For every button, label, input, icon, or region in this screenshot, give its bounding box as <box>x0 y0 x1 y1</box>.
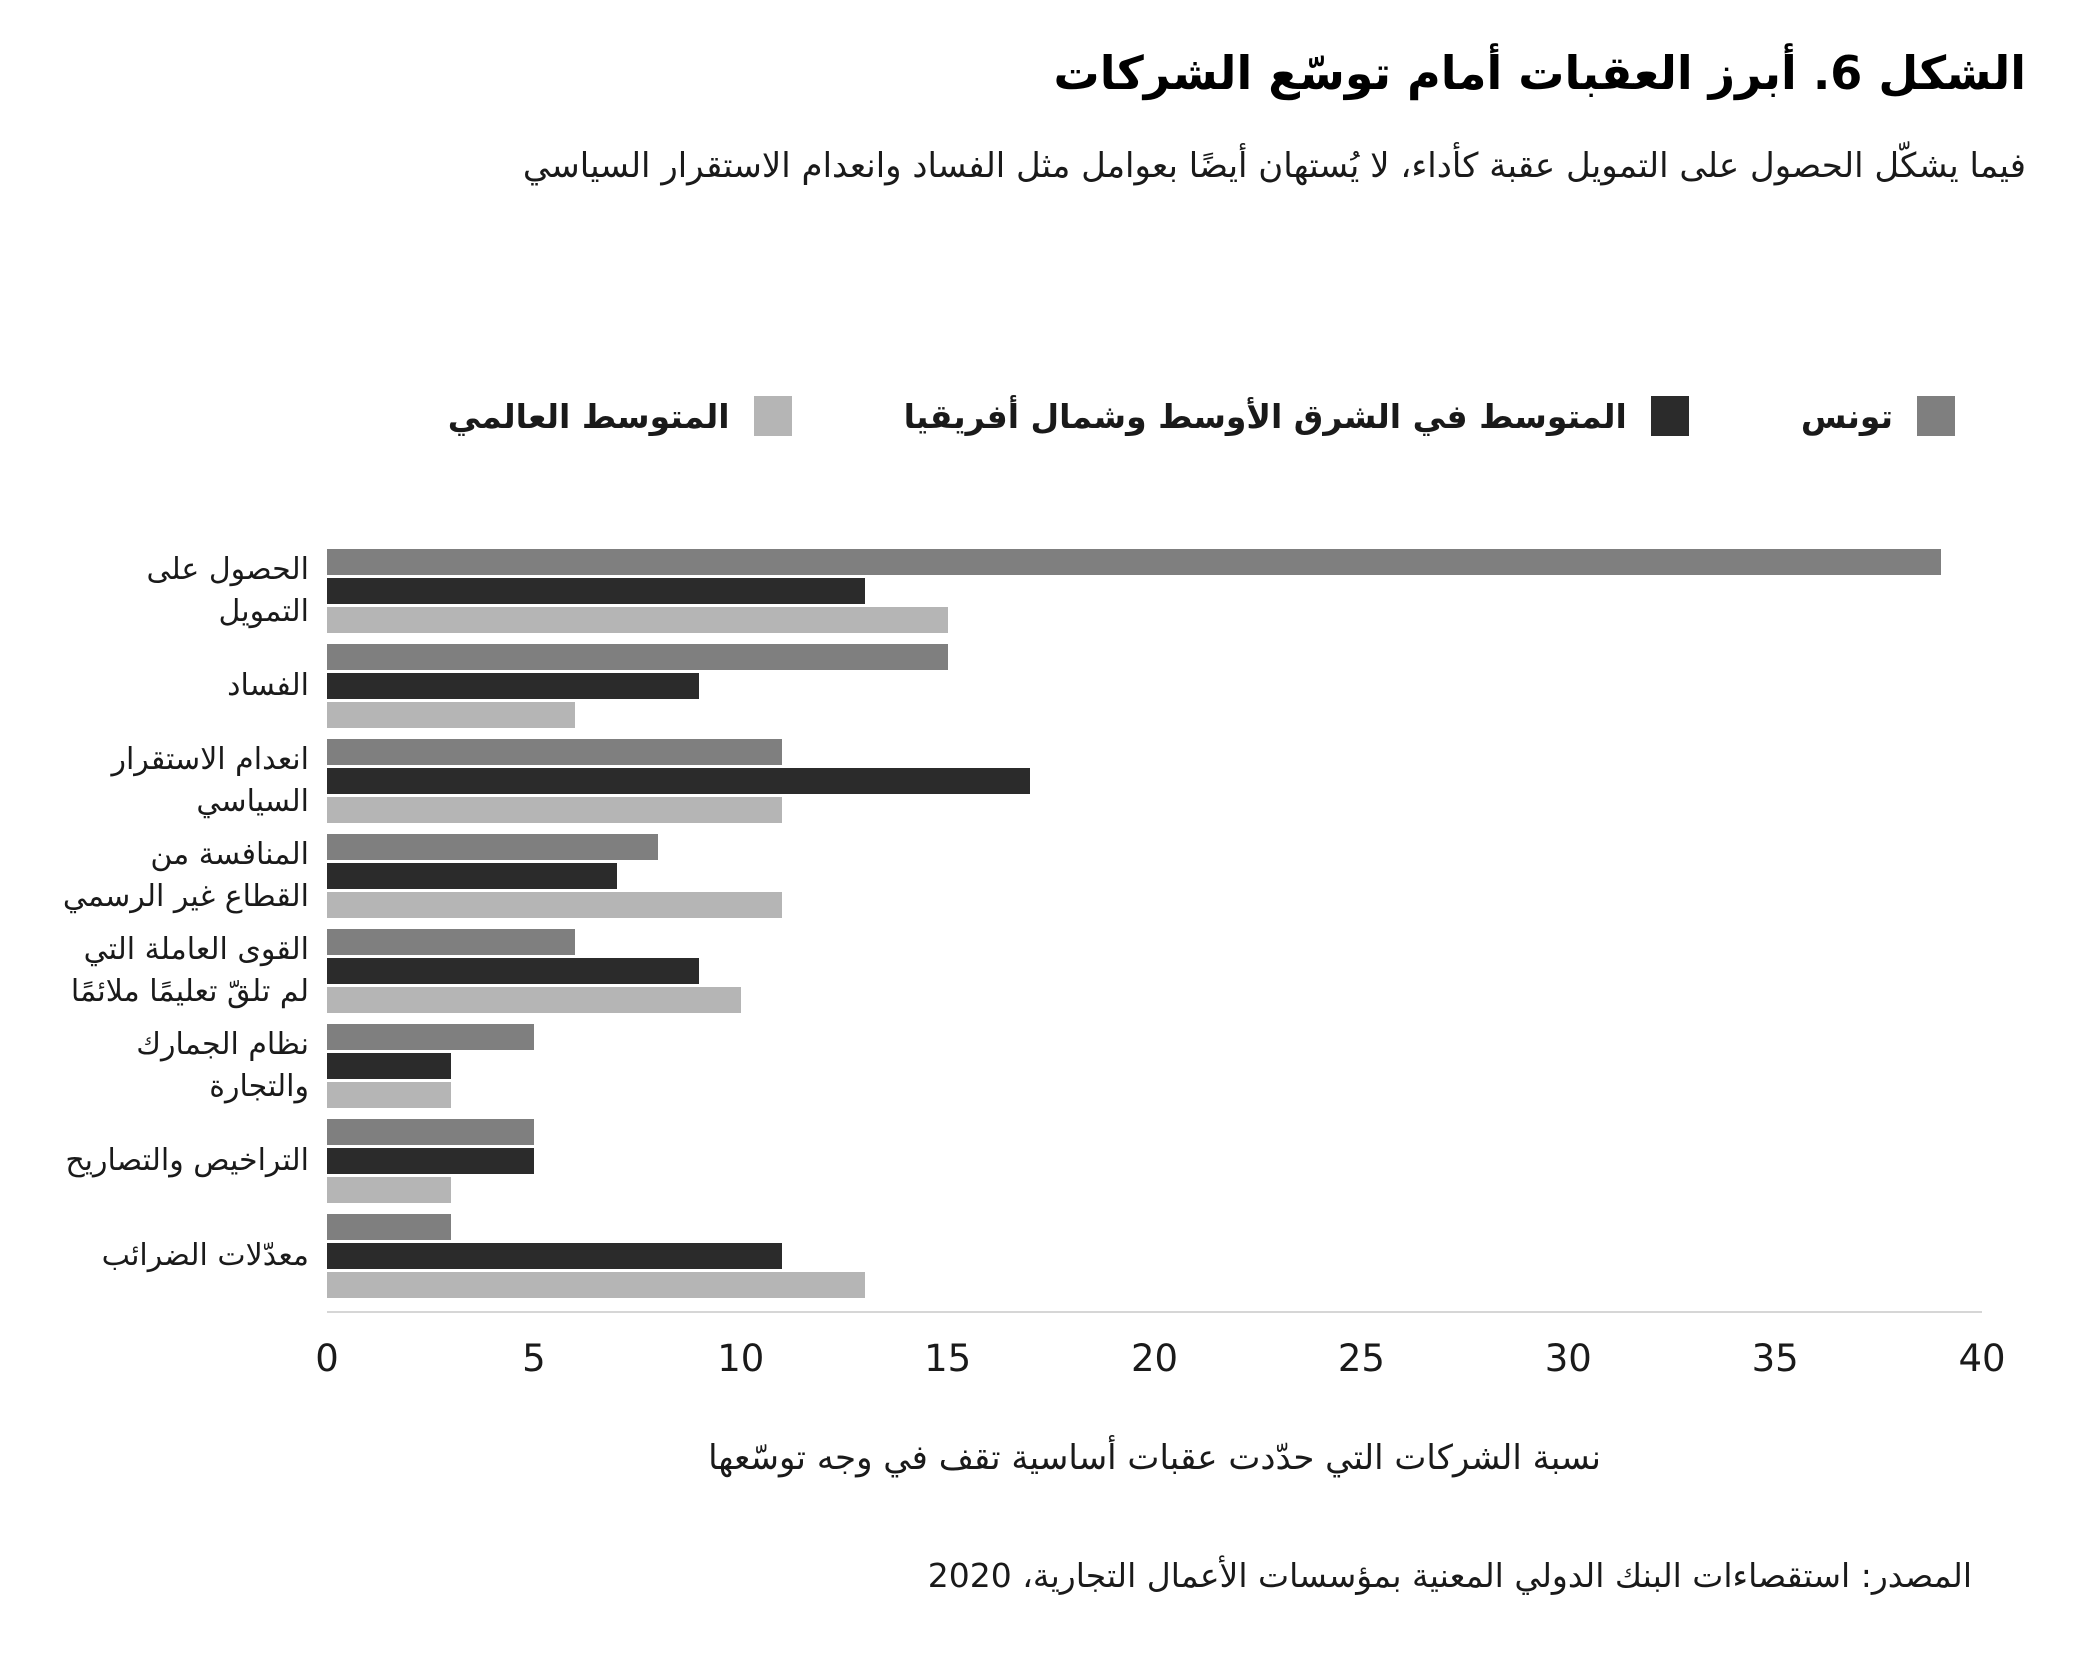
legend-item: تونس <box>1801 396 1955 436</box>
category-bars <box>327 644 1982 728</box>
x-axis-tick-label: 30 <box>1544 1337 1592 1380</box>
category-bars <box>327 739 1982 823</box>
category-label: الفساد <box>227 668 309 703</box>
bar-group: نظام الجمارك والتجارة <box>58 1024 2020 1108</box>
category-bars <box>327 929 1982 1013</box>
bar-tunisia <box>327 1024 534 1050</box>
category-label: معدّلات الضرائب <box>101 1238 309 1273</box>
legend-swatch-icon <box>753 396 792 436</box>
bar-mena-average <box>327 1148 534 1174</box>
category-label: القوى العاملة التي لم تلقّ تعليمًا ملائم… <box>70 932 309 1009</box>
legend-label: المتوسط في الشرق الأوسط وشمال أفريقيا <box>903 396 1627 436</box>
figure-source: المصدر: استقصاءات البنك الدولي المعنية ب… <box>927 1556 1972 1595</box>
category-bars <box>327 549 1982 633</box>
bar-mena-average <box>327 1053 452 1079</box>
bar-world-average <box>327 1272 865 1298</box>
bar-mena-average <box>327 958 700 984</box>
bar-world-average <box>327 702 576 728</box>
bar-group: التراخيص والتصاريح <box>58 1119 2020 1203</box>
bar-world-average <box>327 987 741 1013</box>
bar-group: الحصول على التمويل <box>58 549 2020 633</box>
legend-swatch-icon <box>1650 396 1689 436</box>
x-axis-ticks: 0 5 10 15 20 25 30 35 40 <box>315 1337 2005 1397</box>
bar-group: القوى العاملة التي لم تلقّ تعليمًا ملائم… <box>58 929 2020 1013</box>
bar-mena-average <box>327 673 700 699</box>
category-label: التراخيص والتصاريح <box>65 1143 309 1178</box>
x-axis-tick-label: 25 <box>1337 1337 1385 1380</box>
chart-legend: تونس المتوسط في الشرق الأوسط وشمال أفريق… <box>448 396 1955 436</box>
category-label: نظام الجمارك والتجارة <box>136 1027 309 1104</box>
bar-world-average <box>327 797 783 823</box>
bar-group: الفساد <box>58 644 2020 728</box>
bar-group: انعدام الاستقرار السياسي <box>58 739 2020 823</box>
bar-tunisia <box>327 1214 452 1240</box>
category-bars <box>327 834 1982 918</box>
bar-world-average <box>327 1082 452 1108</box>
legend-item: المتوسط العالمي <box>448 396 792 436</box>
bar-tunisia <box>327 929 576 955</box>
bar-chart: الحصول على التمويل الفساد انعدام الاستقر… <box>58 549 2020 1397</box>
x-axis-tick-label: 0 <box>315 1337 339 1380</box>
figure-title: الشكل 6. أبرز العقبات أمام توسّع الشركات <box>1053 46 2027 100</box>
x-axis: 0 5 10 15 20 25 30 35 40 <box>58 1309 2020 1397</box>
bar-tunisia <box>327 644 948 670</box>
bar-world-average <box>327 607 948 633</box>
category-label: المنافسة من القطاع غير الرسمي <box>62 837 309 914</box>
legend-item: المتوسط في الشرق الأوسط وشمال أفريقيا <box>904 396 1689 436</box>
bar-tunisia <box>327 834 658 860</box>
category-label: الحصول على التمويل <box>146 552 309 629</box>
legend-label: تونس <box>1800 396 1893 436</box>
x-axis-tick-label: 20 <box>1130 1337 1179 1380</box>
bar-tunisia <box>327 549 1941 575</box>
category-bars <box>327 1214 1982 1298</box>
bar-group: المنافسة من القطاع غير الرسمي <box>58 834 2020 918</box>
category-label: انعدام الاستقرار السياسي <box>111 742 309 819</box>
x-axis-title: نسبة الشركات التي حدّدت عقبات أساسية تقف… <box>708 1438 1601 1478</box>
x-axis-tick-label: 35 <box>1751 1337 1799 1380</box>
bar-mena-average <box>327 863 617 889</box>
x-axis-tick-label: 40 <box>1958 1337 2006 1380</box>
bar-tunisia <box>327 739 783 765</box>
bar-world-average <box>327 892 783 918</box>
x-axis-tick-label: 15 <box>924 1337 972 1380</box>
bar-mena-average <box>327 768 1031 794</box>
bar-groups: الحصول على التمويل الفساد انعدام الاستقر… <box>58 549 2020 1298</box>
category-bars <box>327 1119 1982 1203</box>
x-axis-tick-label: 10 <box>717 1337 765 1380</box>
legend-label: المتوسط العالمي <box>447 396 730 436</box>
figure-subtitle: فيما يشكّل الحصول على التمويل عقبة كأداء… <box>522 146 2026 186</box>
x-axis-tick-label: 5 <box>522 1337 546 1380</box>
bar-mena-average <box>327 1243 783 1269</box>
bar-tunisia <box>327 1119 534 1145</box>
x-axis-line <box>327 1311 1982 1313</box>
legend-swatch-icon <box>1917 396 1955 436</box>
bar-group: معدّلات الضرائب <box>58 1214 2020 1298</box>
category-bars <box>327 1024 1982 1108</box>
bar-world-average <box>327 1177 452 1203</box>
bar-mena-average <box>327 578 865 604</box>
